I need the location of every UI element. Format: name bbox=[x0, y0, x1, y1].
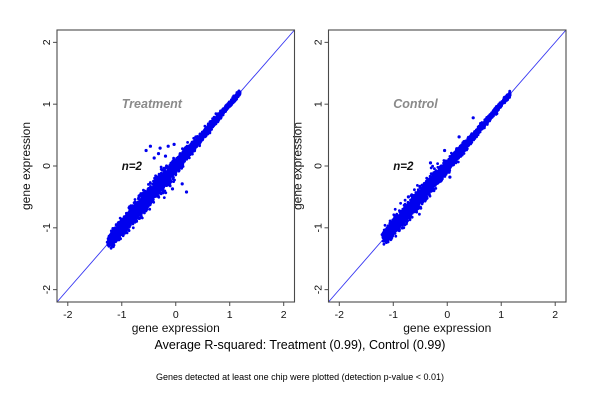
x-tick-label: 2 bbox=[552, 309, 558, 321]
sample-size-annotation: n=2 bbox=[393, 161, 414, 173]
outlier-point bbox=[443, 148, 447, 153]
outlier-point bbox=[406, 195, 410, 199]
y-tick-label: 1 bbox=[41, 101, 53, 107]
outlier-point bbox=[158, 146, 162, 150]
x-tick-label: 1 bbox=[227, 309, 233, 321]
outlier-point bbox=[152, 156, 156, 160]
outlier-point bbox=[471, 116, 475, 120]
x-tick-label: -2 bbox=[335, 309, 344, 321]
x-tick-label: -1 bbox=[389, 309, 398, 321]
plot-border bbox=[56, 29, 296, 303]
outlier-point bbox=[428, 161, 433, 165]
y-tick-label: 2 bbox=[41, 39, 53, 45]
y-axis-title: gene expression bbox=[291, 122, 305, 210]
x-tick-label: -2 bbox=[63, 309, 72, 321]
outlier-point bbox=[166, 144, 170, 148]
plot-border bbox=[327, 29, 567, 303]
y-tick-label: -2 bbox=[313, 285, 325, 294]
outlier-point bbox=[457, 135, 461, 139]
figure-caption: Average R-squared: Treatment (0.99), Con… bbox=[154, 338, 446, 352]
outlier-point bbox=[156, 152, 161, 156]
outlier-point bbox=[170, 187, 175, 191]
y-tick-label: -1 bbox=[313, 223, 325, 232]
outlier-point bbox=[172, 142, 176, 146]
x-tick-label: -1 bbox=[117, 309, 126, 321]
figure-footnote: Genes detected at least one chip were pl… bbox=[156, 372, 444, 382]
y-tick-label: 2 bbox=[313, 39, 325, 45]
panel-control: -2 -1 0 1 2 -2 -1 0 1 2 gene expression gene expres… bbox=[291, 29, 567, 335]
x-tick-label: 0 bbox=[173, 309, 179, 321]
panel-title: Treatment bbox=[122, 97, 183, 111]
scatter-points bbox=[105, 89, 242, 250]
panel-treatment: -2 -1 0 1 2 -2 -1 0 1 2 gene expression gene expres… bbox=[19, 29, 296, 335]
x-axis-title: gene expression bbox=[403, 321, 491, 335]
outlier-point bbox=[144, 148, 148, 153]
y-tick-label: 0 bbox=[41, 163, 53, 169]
x-tick-label: 0 bbox=[444, 309, 450, 321]
outlier-point bbox=[184, 190, 189, 194]
outlier-point bbox=[180, 182, 184, 186]
outlier-point bbox=[163, 154, 168, 158]
sample-size-annotation: n=2 bbox=[122, 161, 143, 173]
y-axis-title: gene expression bbox=[19, 122, 33, 210]
outlier-point bbox=[448, 175, 452, 179]
y-tick-label: 0 bbox=[313, 163, 325, 169]
scatter-points bbox=[380, 89, 512, 246]
scatter-plots-canvas: -2 -1 0 1 2 -2 -1 0 1 2 gene expression gene expres… bbox=[19, 29, 567, 335]
panel-title: Control bbox=[393, 97, 438, 111]
y-tick-label: 1 bbox=[313, 101, 325, 107]
x-axis-title: gene expression bbox=[132, 321, 220, 335]
x-tick-label: 1 bbox=[498, 309, 504, 321]
outlier-point bbox=[148, 144, 152, 148]
y-tick-label: -1 bbox=[41, 223, 53, 232]
y-tick-label: -2 bbox=[41, 285, 53, 294]
x-tick-label: 2 bbox=[281, 309, 287, 321]
